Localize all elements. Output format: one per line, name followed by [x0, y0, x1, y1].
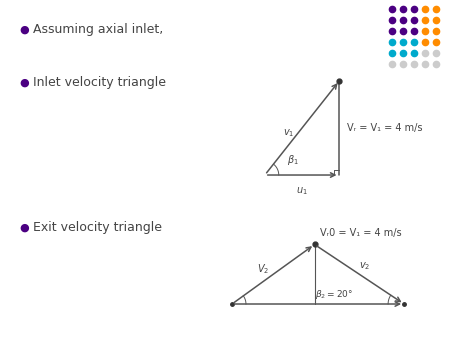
Text: Assuming axial inlet,: Assuming axial inlet, [33, 23, 164, 36]
Text: ●: ● [19, 24, 29, 34]
Text: $v_2$: $v_2$ [359, 261, 370, 272]
Text: ●: ● [19, 223, 29, 233]
Text: Exit velocity triangle: Exit velocity triangle [33, 221, 162, 234]
Text: Inlet velocity triangle: Inlet velocity triangle [33, 76, 166, 89]
Text: $v_1$: $v_1$ [283, 127, 294, 139]
Text: ●: ● [19, 78, 29, 88]
Text: $\beta_2 = 20°$: $\beta_2 = 20°$ [315, 288, 354, 301]
Text: $\beta_1$: $\beta_1$ [287, 153, 299, 167]
Text: Vᵣ = V₁ = 4 m/s: Vᵣ = V₁ = 4 m/s [347, 123, 423, 133]
Text: $V_2$: $V_2$ [257, 262, 269, 276]
Text: $u_1$: $u_1$ [296, 185, 308, 197]
Text: Vᵣ0 = V₁ = 4 m/s: Vᵣ0 = V₁ = 4 m/s [319, 228, 401, 237]
